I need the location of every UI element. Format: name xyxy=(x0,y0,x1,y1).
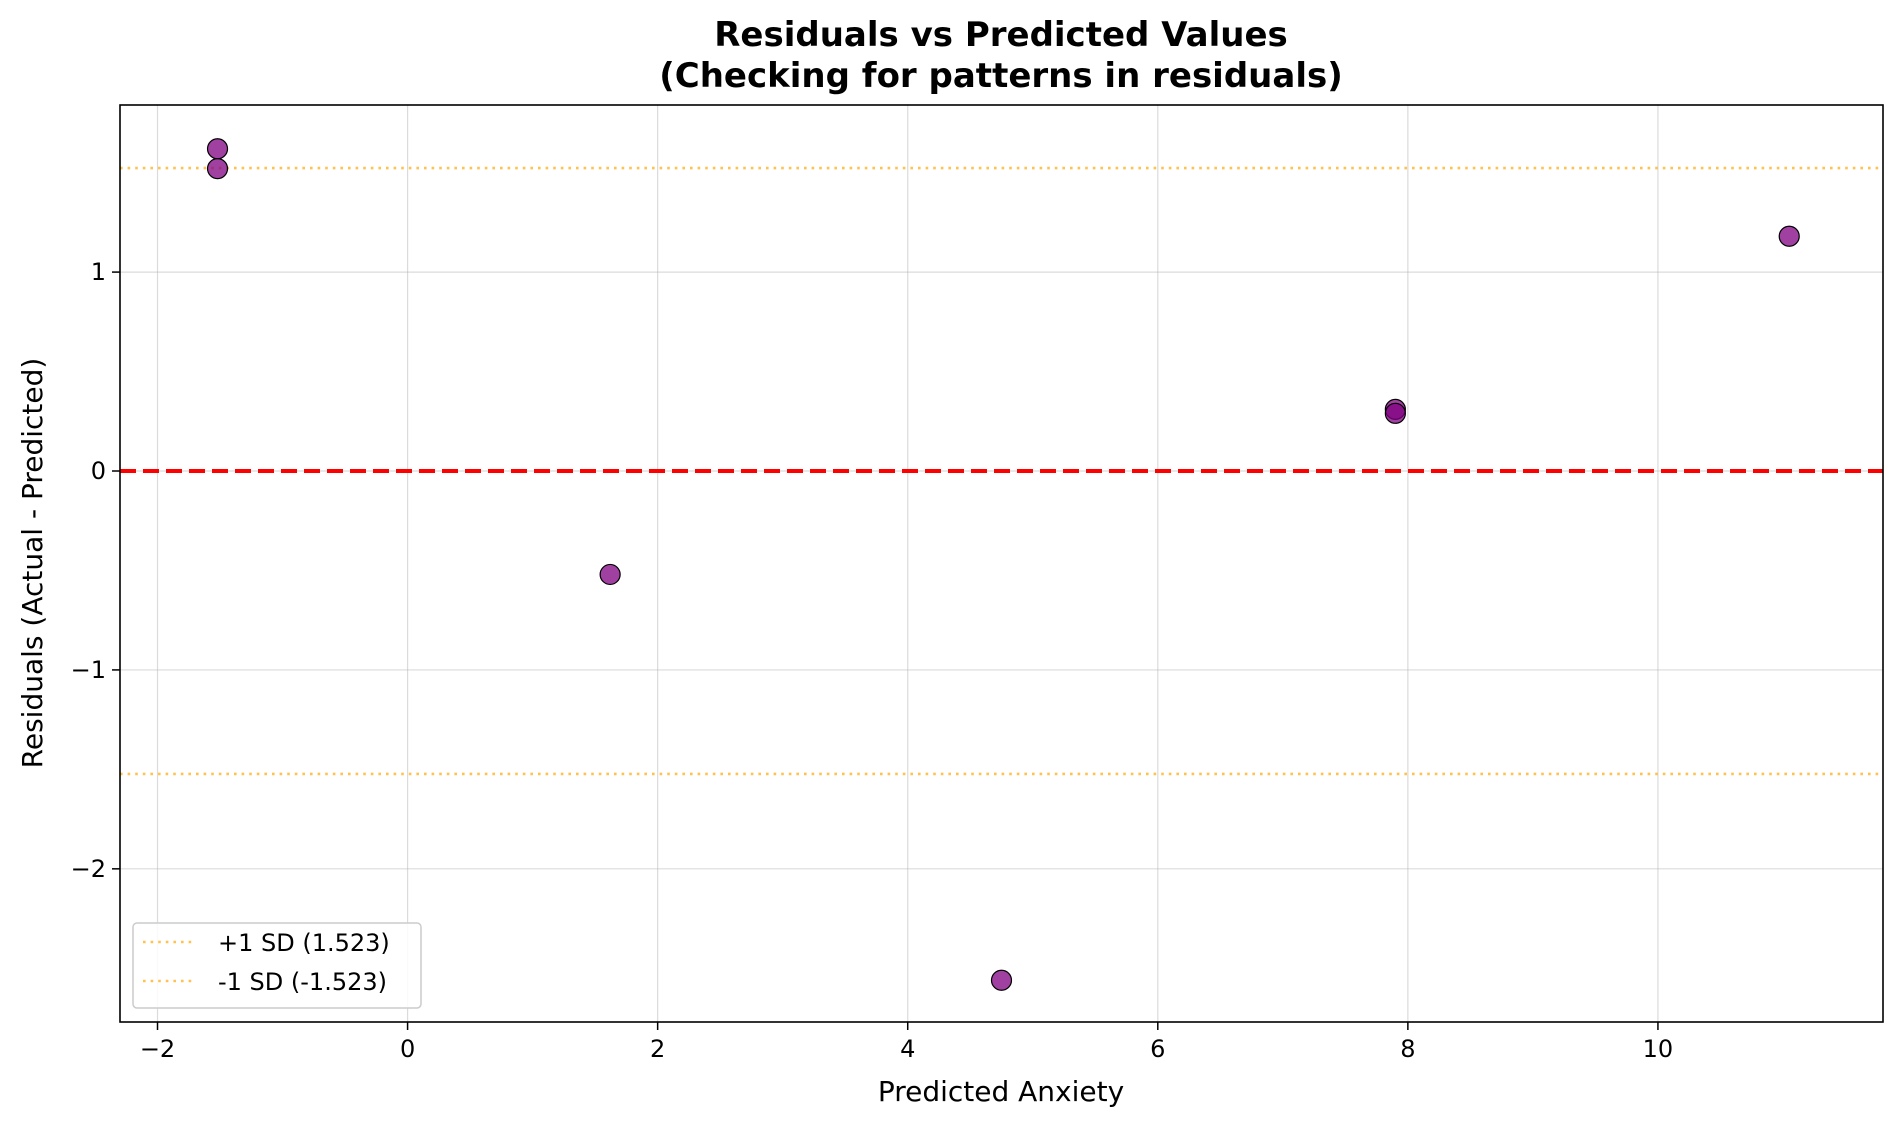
x-tick-label: 6 xyxy=(1150,1035,1165,1063)
x-tick-label: 4 xyxy=(900,1035,915,1063)
legend-box xyxy=(132,922,422,1009)
legend-entry-label: +1 SD (1.523) xyxy=(218,929,390,957)
y-tick-label: −1 xyxy=(71,656,106,684)
grid-layer xyxy=(120,105,1883,1022)
scatter-point xyxy=(206,158,229,180)
plot-frame xyxy=(119,104,1884,1023)
reference-lines xyxy=(120,166,1883,776)
chart-title: Residuals vs Predicted Values xyxy=(714,15,1288,55)
y-tick-label: 1 xyxy=(91,258,106,286)
x-tick-label: −2 xyxy=(140,1035,175,1063)
scatter-point xyxy=(1778,225,1800,247)
axis-ticks: −2 0 2 4 6 8 10 −2 −1 0 1 xyxy=(71,258,1674,1063)
x-tick-label: 8 xyxy=(1400,1035,1415,1063)
x-tick-label: 10 xyxy=(1643,1035,1674,1063)
scatter-points xyxy=(206,138,1800,991)
legend: +1 SD (1.523) -1 SD (-1.523) xyxy=(132,922,422,1009)
x-tick-label: 0 xyxy=(400,1035,415,1063)
scatter-point xyxy=(990,969,1013,991)
scatter-point xyxy=(1384,402,1406,424)
y-tick-label: −2 xyxy=(71,855,106,883)
y-axis-label: Residuals (Actual - Predicted) xyxy=(16,358,49,769)
legend-entry-label: -1 SD (-1.523) xyxy=(218,968,387,996)
scatter-point xyxy=(206,138,229,160)
scatter-point xyxy=(599,563,621,586)
x-axis-label: Predicted Anxiety xyxy=(878,1075,1124,1108)
x-tick-label: 2 xyxy=(650,1035,665,1063)
chart-subtitle: (Checking for patterns in residuals) xyxy=(659,56,1343,96)
y-tick-label: 0 xyxy=(91,457,106,485)
